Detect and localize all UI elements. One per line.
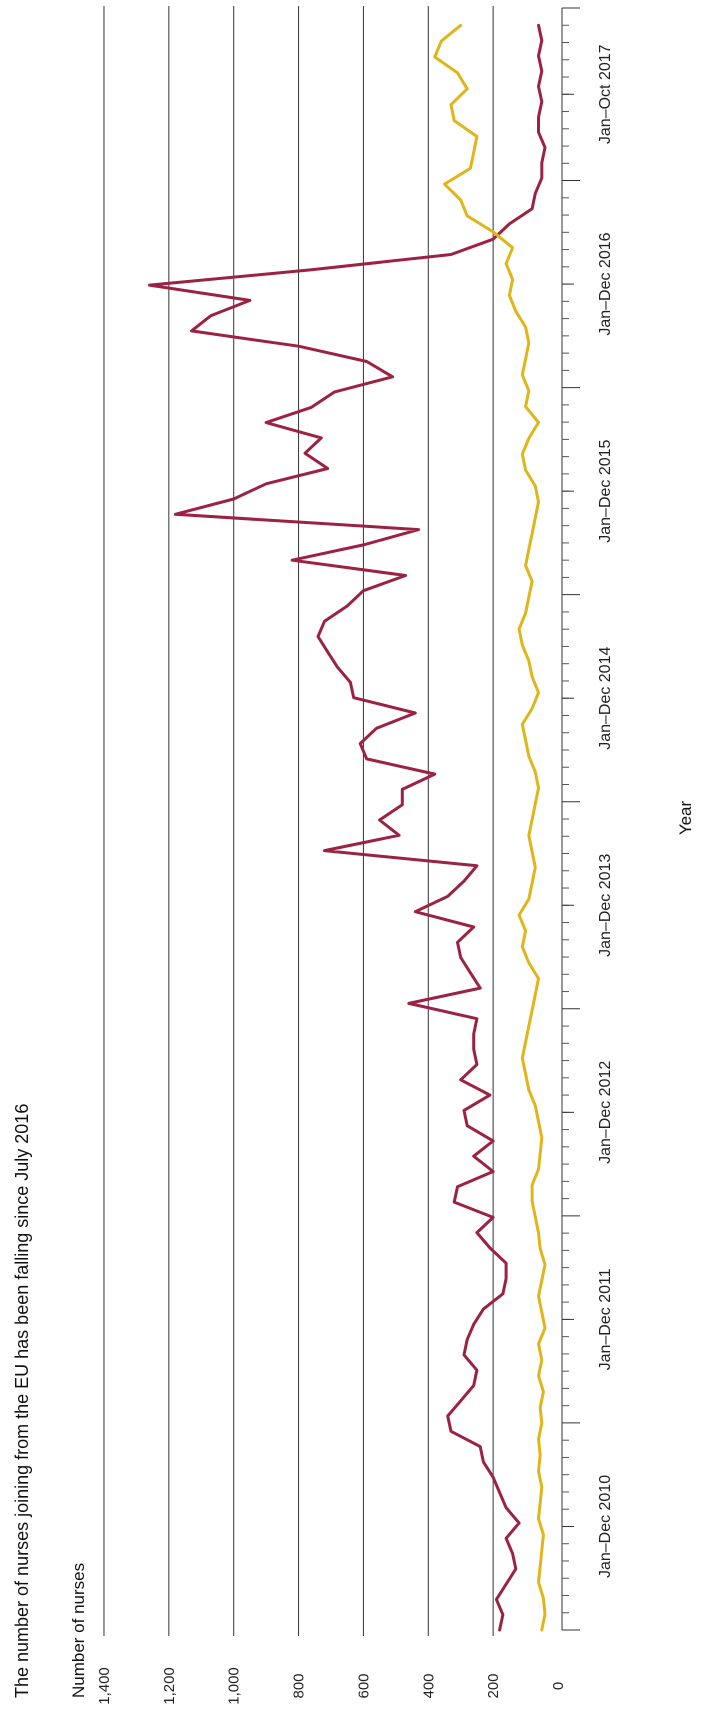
chart-title: The number of nurses joining from the EU… bbox=[12, 1104, 32, 1698]
x-tick-label: Jan–Dec 2013 bbox=[597, 854, 614, 957]
x-tick-label: Jan–Oct 2017 bbox=[597, 44, 614, 144]
series-lines bbox=[147, 23, 547, 1632]
y-tick-label: 1,200 bbox=[161, 1667, 178, 1705]
y-tick-label: 1,000 bbox=[226, 1667, 243, 1705]
y-tick-label: 0 bbox=[550, 1682, 567, 1690]
series-line-2 bbox=[433, 23, 547, 1632]
x-axis-label: Year bbox=[676, 800, 695, 835]
series-line-1 bbox=[147, 23, 547, 1632]
y-tick-label: 800 bbox=[291, 1673, 308, 1698]
y-tick-label: 400 bbox=[420, 1673, 437, 1698]
x-tick-label: Jan–Dec 2011 bbox=[597, 1268, 614, 1370]
y-axis-ticks: 0 200 400 600 800 1,000 1,200 1,400 bbox=[96, 1667, 567, 1705]
x-tick-label: Jan–Dec 2012 bbox=[597, 1061, 614, 1164]
x-tick-label: Jan–Dec 2015 bbox=[597, 439, 614, 542]
y-tick-label: 600 bbox=[355, 1673, 372, 1698]
y-tick-label: 1,400 bbox=[96, 1667, 113, 1705]
x-axis: Jan–Dec 2010 Jan–Dec 2011 Jan–Dec 2012 Jan–… bbox=[561, 7, 614, 1631]
y-axis-label: Number of nurses bbox=[69, 1563, 88, 1698]
gridlines bbox=[103, 6, 494, 1636]
x-tick-label: Jan–Dec 2016 bbox=[597, 232, 614, 335]
x-tick-label: Jan–Dec 2014 bbox=[597, 647, 614, 750]
x-tick-label: Jan–Dec 2010 bbox=[597, 1475, 614, 1578]
y-tick-label: 200 bbox=[485, 1673, 502, 1698]
